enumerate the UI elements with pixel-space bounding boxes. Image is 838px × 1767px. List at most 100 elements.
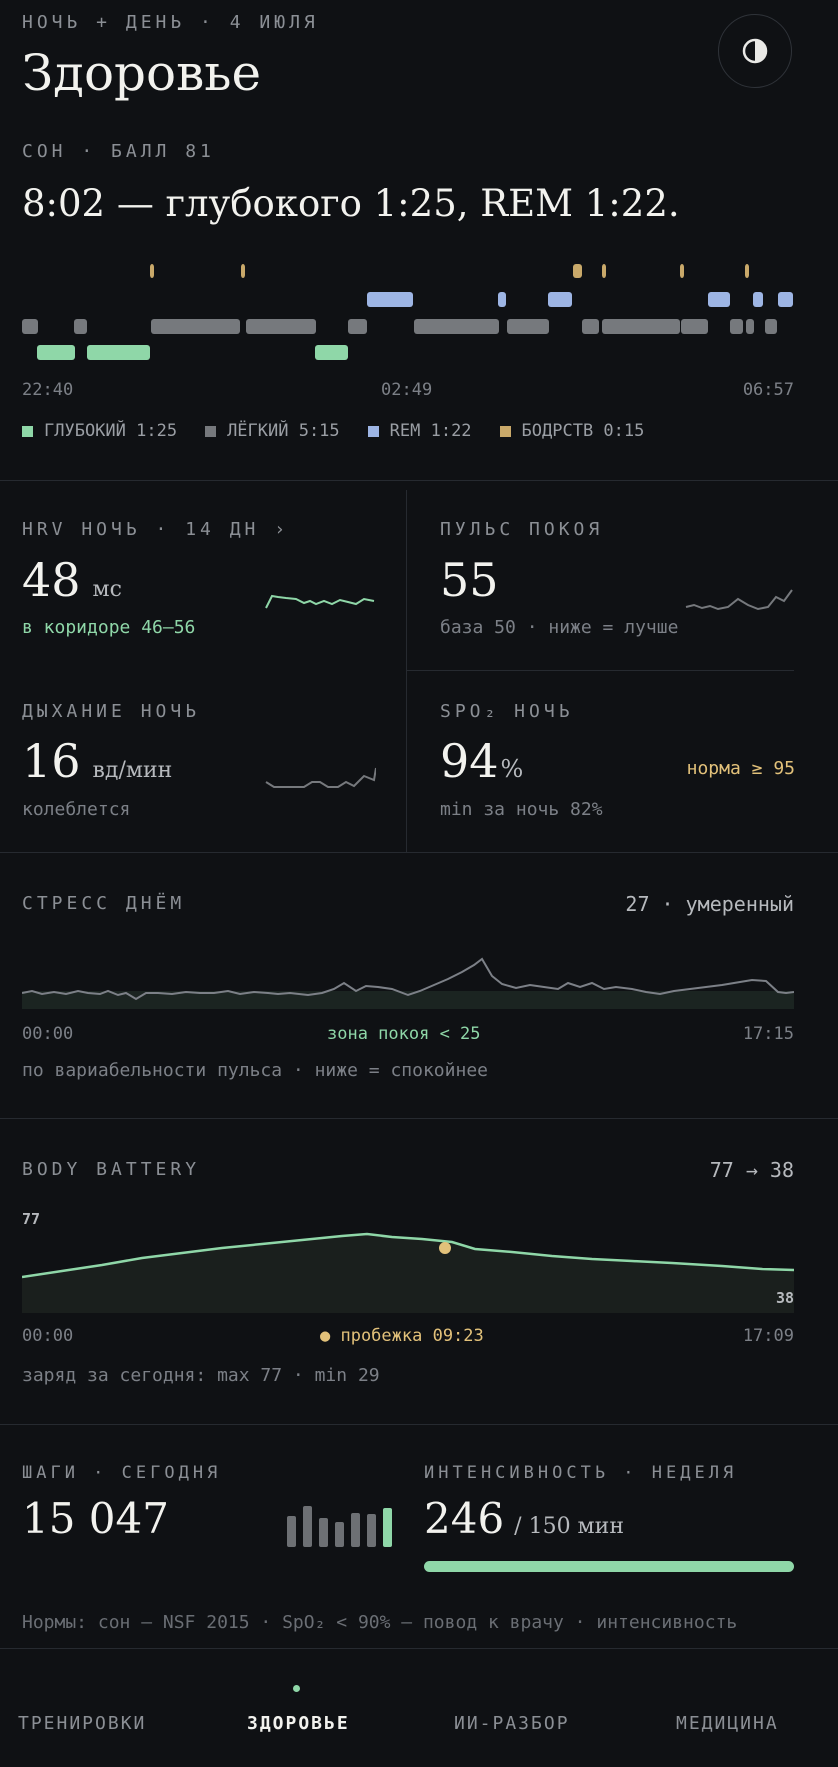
sleep-segment-light bbox=[246, 319, 316, 334]
stress-level: 27 · умеренный bbox=[625, 892, 794, 916]
stress-chart bbox=[22, 957, 794, 1009]
legend-deep: ГЛУБОКИЙ 1:25 bbox=[22, 421, 177, 441]
sleep-segment-light bbox=[507, 319, 549, 334]
sleep-kicker: СОН · БАЛЛ 81 bbox=[22, 141, 215, 162]
sleep-segment-light bbox=[746, 319, 754, 334]
battery-range: 77 → 38 bbox=[709, 1158, 794, 1182]
divider bbox=[0, 1424, 838, 1425]
legend-swatch bbox=[22, 425, 33, 437]
battery-time-end: 17:09 bbox=[742, 1326, 794, 1346]
stress-note: по вариабельности пульса · ниже = спокой… bbox=[22, 1060, 488, 1081]
legend-label: REM 1:22 bbox=[389, 421, 472, 441]
spo2-card: SPO₂ НОЧЬ 94 % норма ≥ 95 min за ночь 82… bbox=[407, 671, 795, 851]
page-title: Здоровье bbox=[22, 44, 262, 102]
stress-zone-label: зона покоя < 25 bbox=[327, 1024, 481, 1044]
intensity-kicker: ИНТЕНСИВНОСТЬ · НЕДЕЛЯ bbox=[424, 1463, 738, 1483]
legend-rem: REM 1:22 bbox=[367, 421, 472, 441]
legend-label: БОДРСТВ 0:15 bbox=[521, 421, 645, 441]
sleep-segment-deep bbox=[315, 345, 348, 360]
steps-bars bbox=[287, 1506, 392, 1547]
sleep-segment-rem bbox=[778, 292, 793, 307]
sleep-segment-light bbox=[22, 319, 38, 334]
sleep-segment-deep bbox=[37, 345, 75, 360]
header-kicker: НОЧЬ + ДЕНЬ · 4 ИЮЛЯ bbox=[22, 12, 319, 33]
pulse-kicker: ПУЛЬС ПОКОЯ bbox=[440, 519, 604, 540]
sleep-segment-light bbox=[348, 319, 367, 334]
divider bbox=[0, 1118, 838, 1119]
sleep-summary: 8:02 — глубокого 1:25, REM 1:22. bbox=[22, 182, 680, 225]
legend-label: ГЛУБОКИЙ 1:25 bbox=[44, 421, 178, 441]
active-tab-indicator bbox=[293, 1685, 300, 1692]
battery-note: заряд за сегодня: max 77 · min 29 bbox=[22, 1365, 380, 1386]
legend-swatch bbox=[205, 425, 217, 437]
battery-time-start: 00:00 bbox=[22, 1326, 74, 1346]
contrast-icon bbox=[742, 38, 768, 64]
battery-end-label: 38 bbox=[775, 1289, 794, 1307]
hrv-note: в коридоре 46–56 bbox=[22, 617, 196, 638]
breath-note: колеблется bbox=[22, 799, 131, 820]
nav-tab-ai-review[interactable]: ИИ-РАЗБОР bbox=[454, 1713, 570, 1734]
nav-tab-medicine[interactable]: МЕДИЦИНА bbox=[676, 1713, 779, 1734]
battery-chart bbox=[22, 1232, 794, 1313]
sleep-segment-awake bbox=[680, 264, 684, 278]
hrv-card[interactable]: HRV НОЧЬ · 14 ДН › 48 мс в коридоре 46–5… bbox=[0, 490, 406, 670]
hrv-kicker: HRV НОЧЬ · 14 ДН › bbox=[22, 519, 290, 540]
pulse-value: 55 bbox=[440, 553, 499, 607]
stress-rest-zone bbox=[22, 991, 794, 1009]
sleep-segment-rem bbox=[367, 292, 413, 307]
legend-label: ЛЁГКИЙ 5:15 bbox=[227, 421, 340, 441]
battery-max-label: 77 bbox=[22, 1210, 41, 1228]
hrv-value-row: 48 мс bbox=[22, 553, 122, 607]
sleep-segment-rem bbox=[548, 292, 572, 307]
hrv-sparkline bbox=[265, 594, 375, 609]
breath-sparkline bbox=[265, 767, 376, 788]
stress-time-start: 00:00 bbox=[22, 1024, 74, 1044]
intensity-progress-track bbox=[424, 1561, 794, 1572]
sleep-segment-rem bbox=[753, 292, 763, 307]
sleep-segment-awake bbox=[573, 264, 582, 278]
sleep-time-mid: 02:49 bbox=[381, 380, 433, 400]
nav-tab-trainings[interactable]: ТРЕНИРОВКИ bbox=[18, 1713, 147, 1734]
norms-footnote: Нормы: сон — NSF 2015 · SpO₂ < 90% — пов… bbox=[22, 1612, 738, 1633]
sleep-segment-light bbox=[414, 319, 499, 334]
breath-kicker: ДЫХАНИЕ НОЧЬ bbox=[22, 701, 201, 722]
battery-kicker: BODY BATTERY bbox=[22, 1159, 201, 1180]
sleep-segment-awake bbox=[150, 264, 154, 278]
legend-swatch bbox=[367, 425, 379, 437]
breath-card: ДЫХАНИЕ НОЧЬ 16 вд/мин колеблется bbox=[0, 671, 406, 851]
divider bbox=[0, 852, 838, 853]
nav-tab-health[interactable]: ЗДОРОВЬЕ bbox=[247, 1713, 350, 1734]
spo2-value: 94 bbox=[440, 734, 499, 788]
pulse-sparkline bbox=[685, 589, 793, 611]
sleep-segment-light bbox=[681, 319, 708, 334]
sleep-segment-light bbox=[74, 319, 87, 334]
spo2-norm-badge: норма ≥ 95 bbox=[686, 758, 795, 779]
bottom-nav: ТРЕНИРОВКИ ЗДОРОВЬЕ ИИ-РАЗБОР МЕДИЦИНА bbox=[0, 1648, 838, 1767]
intensity-value-row: 246 / 150 мин bbox=[424, 1494, 624, 1543]
sleep-segment-awake bbox=[241, 264, 245, 278]
spo2-unit: % bbox=[500, 755, 524, 783]
hrv-unit: мс bbox=[92, 577, 122, 602]
intensity-progress-fill bbox=[424, 1561, 794, 1572]
sleep-segment-light bbox=[602, 319, 680, 334]
stress-kicker: СТРЕСС ДНЁМ bbox=[22, 893, 186, 914]
sleep-segment-light bbox=[730, 319, 743, 334]
pulse-note: база 50 · ниже = лучше bbox=[440, 617, 679, 638]
sleep-segment-awake bbox=[602, 264, 606, 278]
steps-value: 15 047 bbox=[22, 1494, 169, 1543]
spo2-kicker: SPO₂ НОЧЬ bbox=[440, 701, 574, 722]
grid-divider-horizontal bbox=[406, 670, 794, 671]
sleep-time-end: 06:57 bbox=[742, 380, 794, 400]
intensity-value: 246 bbox=[424, 1494, 505, 1543]
pulse-card: ПУЛЬС ПОКОЯ 55 база 50 · ниже = лучше bbox=[407, 490, 795, 670]
sleep-hypnogram bbox=[22, 264, 793, 360]
legend-awake: БОДРСТВ 0:15 bbox=[499, 421, 645, 441]
battery-event-label: ● пробежка 09:23 bbox=[320, 1326, 484, 1346]
steps-kicker: ШАГИ · СЕГОДНЯ bbox=[22, 1463, 222, 1483]
spo2-note: min за ночь 82% bbox=[440, 799, 603, 820]
legend-swatch bbox=[499, 425, 511, 437]
sleep-segment-rem bbox=[498, 292, 506, 307]
theme-toggle-button[interactable] bbox=[718, 14, 792, 88]
sleep-legend: ГЛУБОКИЙ 1:25 ЛЁГКИЙ 5:15 REM 1:22 БОДРС… bbox=[22, 421, 644, 441]
sleep-time-start: 22:40 bbox=[22, 380, 74, 400]
